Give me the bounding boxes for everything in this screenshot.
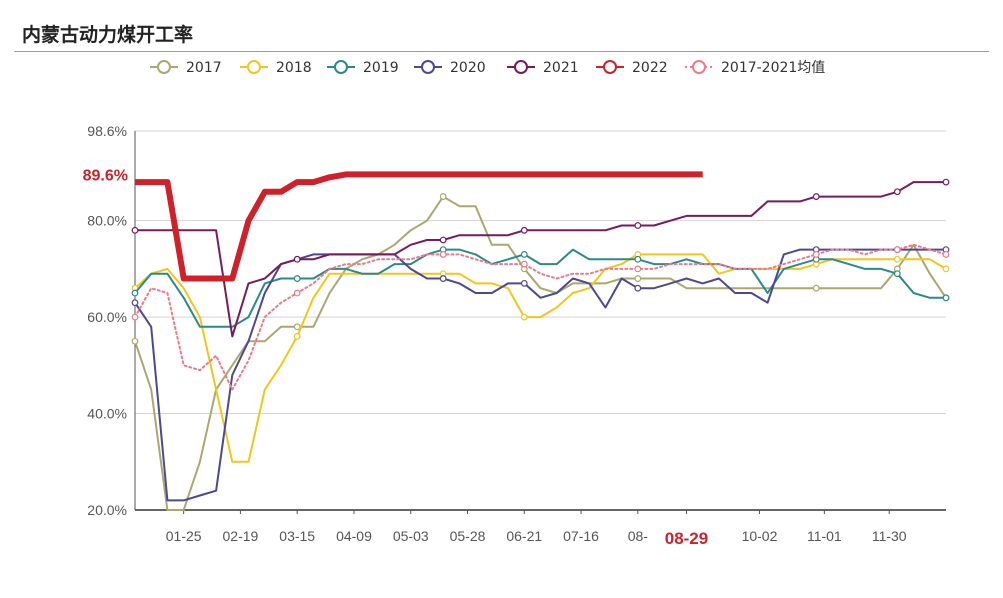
x-tick-label: 10-02: [742, 528, 778, 544]
series-point-2020: [439, 275, 447, 282]
series-point-2021: [131, 226, 139, 234]
legend-label: 2017-2021均值: [721, 60, 825, 76]
legend-label: 2018: [276, 60, 312, 76]
legend-swatch-marker: [692, 60, 706, 74]
legend-item-2017[interactable]: 2017: [150, 60, 222, 76]
x-tick-label: 05-03: [393, 528, 429, 544]
series-point-2019: [131, 289, 139, 297]
legend-item-2018[interactable]: 2018: [240, 60, 312, 76]
series-point-2021: [812, 193, 820, 200]
legend-label: 2017: [186, 60, 222, 76]
series-point-2018: [520, 313, 528, 321]
series-line-2021: [134, 181, 947, 338]
series-point-2017: [439, 193, 447, 200]
axes: 98.6% 80.0% 60.0% 40.0% 20.0% 01-25 02-19 03-15…: [66, 123, 946, 548]
legend-swatch-marker: [603, 60, 617, 74]
title-divider: [14, 51, 989, 52]
series-point-2021: [942, 178, 950, 186]
x-tick-label: 06-21: [506, 528, 542, 544]
y-tick-label: 60.0%: [87, 309, 127, 325]
series-point-2019: [634, 255, 642, 263]
highlight-y-label: 89.6%: [83, 167, 128, 184]
y-tick-label: 40.0%: [87, 406, 127, 422]
legend-label: 2021: [543, 60, 579, 76]
series-point-2017-2021: [812, 251, 820, 258]
series-point-2018: [893, 255, 901, 263]
y-tick-label: 80.0%: [87, 213, 127, 229]
series-point-2021: [520, 226, 528, 234]
series-point-2017: [293, 323, 301, 331]
series-point-2017-2021: [293, 289, 301, 297]
x-tick-label: 07-16: [563, 528, 599, 544]
x-tick-label: 11-01: [807, 528, 842, 544]
x-tick-label: 04-09: [336, 528, 372, 544]
series-point-2021: [293, 255, 301, 263]
legend-label: 2022: [632, 60, 668, 76]
x-tick-label-highlight: 08-29: [665, 529, 708, 548]
y-tick-label: 98.6%: [87, 123, 127, 139]
series-group: [131, 171, 950, 511]
series-point-2021: [893, 188, 901, 196]
series-point-2017-2021: [520, 260, 528, 268]
series-line-2018: [134, 253, 947, 463]
series-point-2018: [942, 265, 950, 273]
series-point-2021: [439, 236, 447, 244]
series-point-2017: [634, 275, 642, 282]
legend-swatch-marker: [157, 60, 171, 74]
legend-item-2017-2021[interactable]: 2017-2021均值: [685, 60, 825, 76]
x-tick-label: 11-30: [872, 528, 907, 544]
chart-title: 内蒙古动力煤开工率: [22, 24, 194, 46]
legend-item-2020[interactable]: 2020: [414, 60, 486, 76]
legend-item-2022[interactable]: 2022: [596, 60, 668, 76]
series-point-2019: [942, 294, 950, 302]
series-point-2017: [812, 284, 820, 292]
legend-label: 2020: [450, 60, 486, 76]
y-tick-label: 20.0%: [87, 502, 127, 518]
series-point-2017-2021: [634, 265, 642, 273]
series-point-2017-2021: [439, 251, 447, 258]
legend-swatch-marker: [421, 60, 435, 74]
series-point-2017: [131, 337, 139, 345]
series-line-2020: [134, 248, 947, 502]
series-point-2017-2021: [893, 246, 901, 254]
highlight-y-box: [66, 162, 132, 185]
legend-label: 2019: [363, 60, 399, 76]
series-point-2017-2021: [942, 251, 950, 258]
legend-swatch-marker: [514, 60, 528, 74]
x-tick-label: 02-19: [223, 528, 259, 544]
legend-item-2019[interactable]: 2019: [327, 60, 399, 76]
series-point-2017-2021: [131, 313, 139, 321]
x-tick-label: 03-15: [279, 528, 315, 544]
legend-swatch-marker: [334, 60, 348, 74]
x-tick-label: 01-25: [166, 528, 202, 544]
legend[interactable]: 2017 2018 2019 2020 2021 2022 2017-2021均值: [150, 60, 825, 76]
series-line-2017-2021: [134, 243, 947, 391]
legend-swatch-marker: [247, 60, 261, 74]
series-point-2018: [293, 333, 301, 340]
series-point-2019: [293, 275, 301, 282]
series-point-2020: [131, 299, 139, 307]
series-line-2017: [134, 195, 947, 511]
series-point-2021: [634, 222, 642, 229]
series-point-2020: [634, 284, 642, 292]
series-line-2022: [135, 171, 703, 282]
series-point-2019: [520, 251, 528, 258]
series-point-2020: [520, 279, 528, 287]
grid-lines: [135, 130, 946, 511]
series-point-2019: [893, 270, 901, 278]
x-tick-label: 08-: [628, 528, 649, 544]
x-tick-label: 05-28: [450, 528, 486, 544]
legend-item-2021[interactable]: 2021: [507, 60, 579, 76]
